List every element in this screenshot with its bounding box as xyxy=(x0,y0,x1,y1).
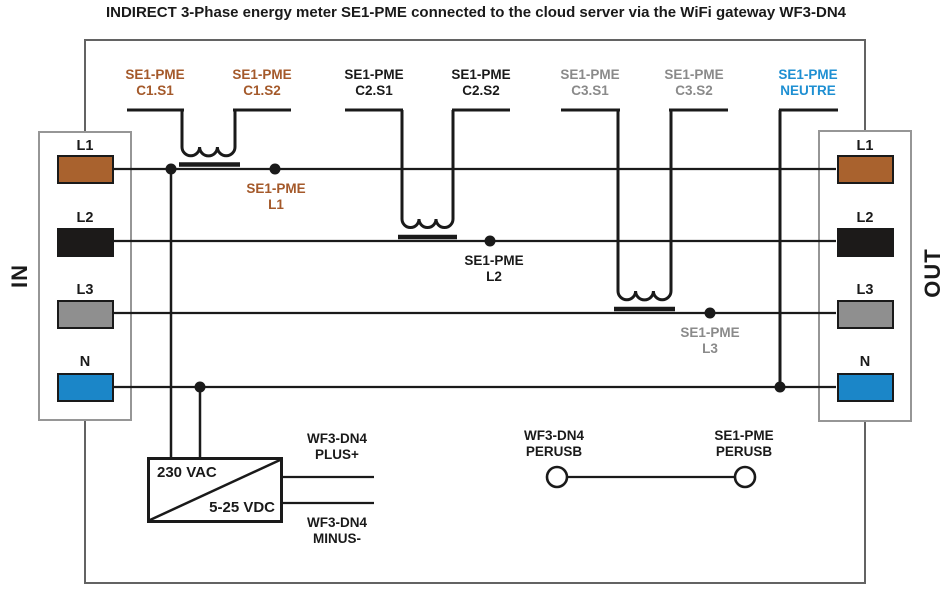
psu-output-label: 5-25 VDC xyxy=(209,499,275,516)
ct-label-line: SE1-PME xyxy=(560,67,620,82)
in-terminal-box-l3 xyxy=(57,300,114,329)
ct-label-c2s1: SE1-PME C2.S1 xyxy=(314,67,434,99)
psu-minus-line: WF3-DN4 xyxy=(307,515,367,530)
out-terminal-box-l3 xyxy=(837,300,894,329)
in-terminal-label-n: N xyxy=(79,354,91,370)
ct-label-line: SE1-PME xyxy=(125,67,185,82)
tap-label-line: SE1-PME xyxy=(246,181,306,196)
in-terminal-block: L1 L2 L3 N xyxy=(38,131,132,421)
ct-label-c3s2: SE1-PME C3.S2 xyxy=(634,67,754,99)
out-terminal-label-n: N xyxy=(859,354,871,370)
ct-label-line: SE1-PME xyxy=(778,67,838,82)
ct-label-c1s1: SE1-PME C1.S1 xyxy=(95,67,215,99)
out-terminal-box-l2 xyxy=(837,228,894,257)
ct-label-line: SE1-PME xyxy=(232,67,292,82)
psu-diagonal-icon xyxy=(150,460,280,520)
usb-label-line: PERUSB xyxy=(715,444,773,459)
tap-label-l2: SE1-PME L2 xyxy=(434,253,554,285)
ct-label-line: C2.S2 xyxy=(462,83,500,98)
ct-label-line: SE1-PME xyxy=(344,67,404,82)
out-terminal-block: L1 L2 L3 N xyxy=(818,130,912,422)
in-terminal-box-l1 xyxy=(57,155,114,184)
diagram-title: INDIRECT 3-Phase energy meter SE1-PME co… xyxy=(105,4,847,21)
in-terminal-box-n xyxy=(57,373,114,402)
in-terminal-label-l2: L2 xyxy=(76,210,94,226)
usb-label-line: PERUSB xyxy=(525,444,583,459)
ct-label-line: C3.S1 xyxy=(571,83,609,98)
out-terminal-box-l1 xyxy=(837,155,894,184)
usb-label-left: WF3-DN4 PERUSB xyxy=(494,428,614,460)
psu-plus-label: WF3-DN4 PLUS+ xyxy=(277,431,397,463)
ct-label-c3s1: SE1-PME C3.S1 xyxy=(530,67,650,99)
ct-label-line: C2.S1 xyxy=(355,83,393,98)
psu-minus-label: WF3-DN4 MINUS- xyxy=(277,515,397,547)
ct-label-c1s2: SE1-PME C1.S2 xyxy=(202,67,322,99)
ct-label-neutre: SE1-PME NEUTRE xyxy=(748,67,868,99)
tap-label-line: L1 xyxy=(268,197,284,212)
power-supply-box: 230 VAC 5-25 VDC xyxy=(147,457,283,523)
usb-label-right: SE1-PME PERUSB xyxy=(684,428,804,460)
tap-label-line: L3 xyxy=(702,341,718,356)
ct-label-line: SE1-PME xyxy=(451,67,511,82)
tap-label-l1: SE1-PME L1 xyxy=(216,181,336,213)
usb-label-line: WF3-DN4 xyxy=(524,428,584,443)
in-terminal-label-l3: L3 xyxy=(76,282,94,298)
out-terminal-box-n xyxy=(837,373,894,402)
in-terminal-box-l2 xyxy=(57,228,114,257)
out-terminal-label-l3: L3 xyxy=(856,282,874,298)
ct-label-line: C1.S2 xyxy=(243,83,281,98)
ct-label-line: NEUTRE xyxy=(780,83,836,98)
usb-label-line: SE1-PME xyxy=(714,428,774,443)
out-terminal-label-l2: L2 xyxy=(856,210,874,226)
in-terminal-label-l1: L1 xyxy=(76,138,94,154)
psu-plus-line: PLUS+ xyxy=(315,447,359,462)
psu-minus-line: MINUS- xyxy=(313,531,361,546)
out-terminal-label-l1: L1 xyxy=(856,138,874,154)
in-label: IN xyxy=(7,264,32,288)
ct-label-line: C3.S2 xyxy=(675,83,713,98)
tap-label-line: SE1-PME xyxy=(680,325,740,340)
psu-input-label: 230 VAC xyxy=(157,464,217,481)
tap-label-l3: SE1-PME L3 xyxy=(650,325,770,357)
ct-label-line: SE1-PME xyxy=(664,67,724,82)
out-label: OUT xyxy=(920,248,945,298)
tap-label-line: L2 xyxy=(486,269,502,284)
ct-label-line: C1.S1 xyxy=(136,83,174,98)
psu-plus-line: WF3-DN4 xyxy=(307,431,367,446)
ct-label-c2s2: SE1-PME C2.S2 xyxy=(421,67,541,99)
tap-label-line: SE1-PME xyxy=(464,253,524,268)
